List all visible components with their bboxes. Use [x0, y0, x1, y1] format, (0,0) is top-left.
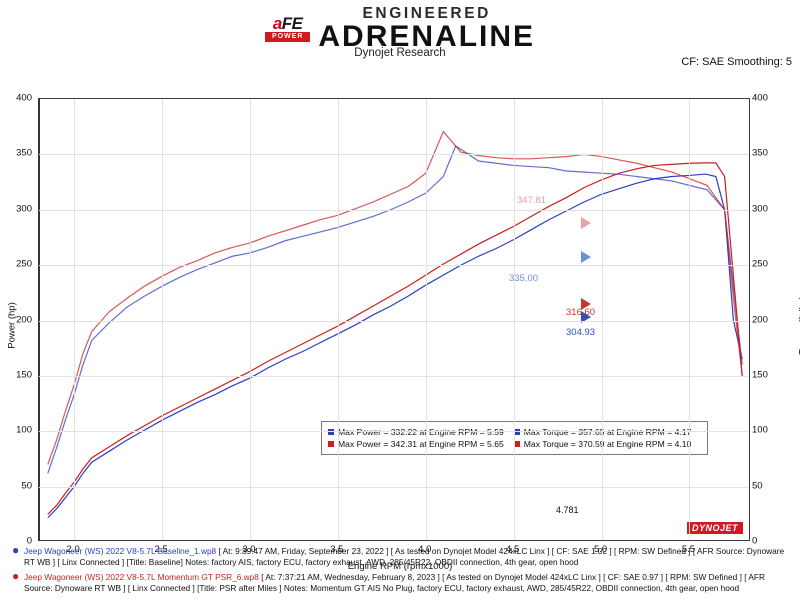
gridline-horizontal — [39, 154, 749, 156]
adrenaline-text: ADRENALINE — [318, 20, 536, 53]
y-tick-left: 200 — [16, 314, 32, 325]
legend-item-2: Max Power = 342.31 at Engine RPM = 5.65 — [328, 438, 504, 450]
annotation-347: 347.81 — [517, 195, 547, 206]
gridline-vertical — [249, 99, 251, 540]
y-tick-left: 0 — [26, 535, 32, 547]
series-line — [47, 173, 743, 519]
cursor-rpm-label: 4.781 — [556, 505, 579, 515]
footnote-run-name: Jeep Wagoneer (WS) 2022 V8-5.7L Momentum… — [24, 572, 259, 582]
gridline-vertical — [601, 99, 603, 540]
afe-logo: aFE POWER — [264, 14, 311, 42]
y-tick-left: 400 — [16, 92, 32, 104]
x-tick: 3.5 — [330, 544, 344, 555]
cursor-arrow-marker — [581, 298, 591, 310]
cursor-arrow-marker — [581, 217, 591, 229]
y-tick-left: 50 — [21, 480, 32, 492]
plot-area: 347.81 335.00 316.60 304.93 4.781 Max Po… — [38, 98, 750, 541]
gridline-horizontal — [39, 320, 749, 322]
gridline-vertical — [425, 99, 427, 540]
y-tick-left: 300 — [16, 203, 32, 215]
y-tick-right: 150 — [752, 369, 768, 381]
x-tick: 3.0 — [242, 544, 256, 555]
footnote-baseline: ● Jeep Wagoneer (WS) 2022 V8-5.7L Baseli… — [10, 543, 790, 567]
page-header: aFE POWER ENGINEERED ADRENALINE Dynojet … — [0, 0, 800, 68]
x-tick: 2.5 — [154, 544, 168, 555]
legend-label: Max Power = 342.31 at Engine RPM = 5.65 — [338, 439, 504, 449]
legend-item-3: Max Torque = 370.59 at Engine RPM = 4.10 — [513, 438, 692, 450]
gridline-vertical — [74, 99, 76, 540]
footnote-run-name: Jeep Wagoneer (WS) 2022 V8-5.7L Baseline… — [24, 546, 217, 556]
bullet-icon: ● — [12, 569, 20, 583]
afe-letters-fe: FE — [281, 14, 303, 33]
footnotes: ● Jeep Wagoneer (WS) 2022 V8-5.7L Baseli… — [0, 543, 800, 598]
curve-layer — [47, 130, 743, 519]
annotation-316: 316.60 — [566, 307, 596, 318]
x-tick: 5.5 — [681, 544, 696, 555]
series-line — [47, 162, 743, 515]
gridline-vertical — [513, 99, 515, 540]
gridline-vertical — [162, 99, 164, 540]
x-tick: 5.0 — [593, 544, 608, 555]
y-tick-right: 0 — [752, 535, 758, 547]
annotation-304: 304.93 — [566, 327, 596, 338]
y-tick-left: 350 — [16, 147, 32, 159]
brand-bar: aFE POWER ENGINEERED ADRENALINE — [0, 6, 800, 52]
gridline-horizontal — [39, 431, 749, 433]
series-line — [47, 144, 743, 474]
y-tick-right: 300 — [752, 203, 768, 215]
title-block: ENGINEERED ADRENALINE — [318, 6, 535, 52]
legend-label: Max Torque = 370.59 at Engine RPM = 4.10 — [523, 439, 692, 449]
cf-smoothing-note: CF: SAE Smoothing: 5 — [681, 56, 792, 68]
gridline-horizontal — [39, 375, 749, 377]
bullet-icon: ● — [12, 543, 20, 557]
gridline-horizontal — [39, 486, 749, 488]
chart-subtitle: Dynojet Research — [354, 47, 446, 59]
dyno-chart: 347.81 335.00 316.60 304.93 4.781 Max Po… — [0, 74, 800, 573]
y-tick-right: 100 — [752, 424, 768, 436]
y-tick-right: 250 — [752, 258, 768, 270]
gridline-horizontal — [39, 209, 749, 211]
afe-wordmark: aFE — [272, 14, 303, 33]
footnote-detail: [ At: 9:39:47 AM, Friday, September 23, … — [24, 546, 785, 567]
gridline-horizontal — [39, 265, 749, 267]
y-tick-right: 200 — [752, 314, 768, 325]
x-tick: 4.5 — [506, 544, 520, 555]
legend-row-2: Max Power = 342.31 at Engine RPM = 5.65 … — [328, 438, 701, 450]
footnote-momentum: ● Jeep Wagoneer (WS) 2022 V8-5.7L Moment… — [10, 569, 790, 593]
afe-letter-a: a — [272, 14, 282, 33]
engineered-text: ENGINEERED — [362, 5, 491, 22]
legend-swatch-icon — [328, 441, 334, 447]
x-tick: 4.0 — [418, 544, 432, 555]
afe-power-badge: POWER — [264, 32, 311, 42]
dynojet-logo: DYNOJET — [686, 522, 743, 534]
gridline-vertical — [689, 99, 691, 540]
cursor-arrow-marker — [581, 251, 591, 263]
x-axis-label: Engine RPM (rpmx1000) — [347, 561, 453, 572]
annotation-335: 335.00 — [509, 273, 539, 284]
cursor-line[interactable] — [39, 99, 40, 540]
footnote-detail: [ At: 7:37:21 AM, Wednesday, February 8,… — [24, 572, 765, 593]
gridline-vertical — [337, 99, 339, 540]
series-line — [47, 130, 743, 465]
cursor-arrow-marker — [581, 311, 591, 323]
y-tick-left: 100 — [16, 424, 32, 436]
x-tick: 2.0 — [66, 544, 80, 555]
y-tick-right: 350 — [752, 147, 768, 159]
y-tick-left: 150 — [16, 369, 32, 381]
legend-swatch-icon — [513, 441, 520, 447]
y-tick-left: 250 — [16, 258, 32, 270]
y-tick-right: 50 — [752, 480, 763, 492]
y-axis-label-left: Power (hp) — [6, 302, 18, 349]
y-tick-right: 400 — [752, 92, 768, 104]
